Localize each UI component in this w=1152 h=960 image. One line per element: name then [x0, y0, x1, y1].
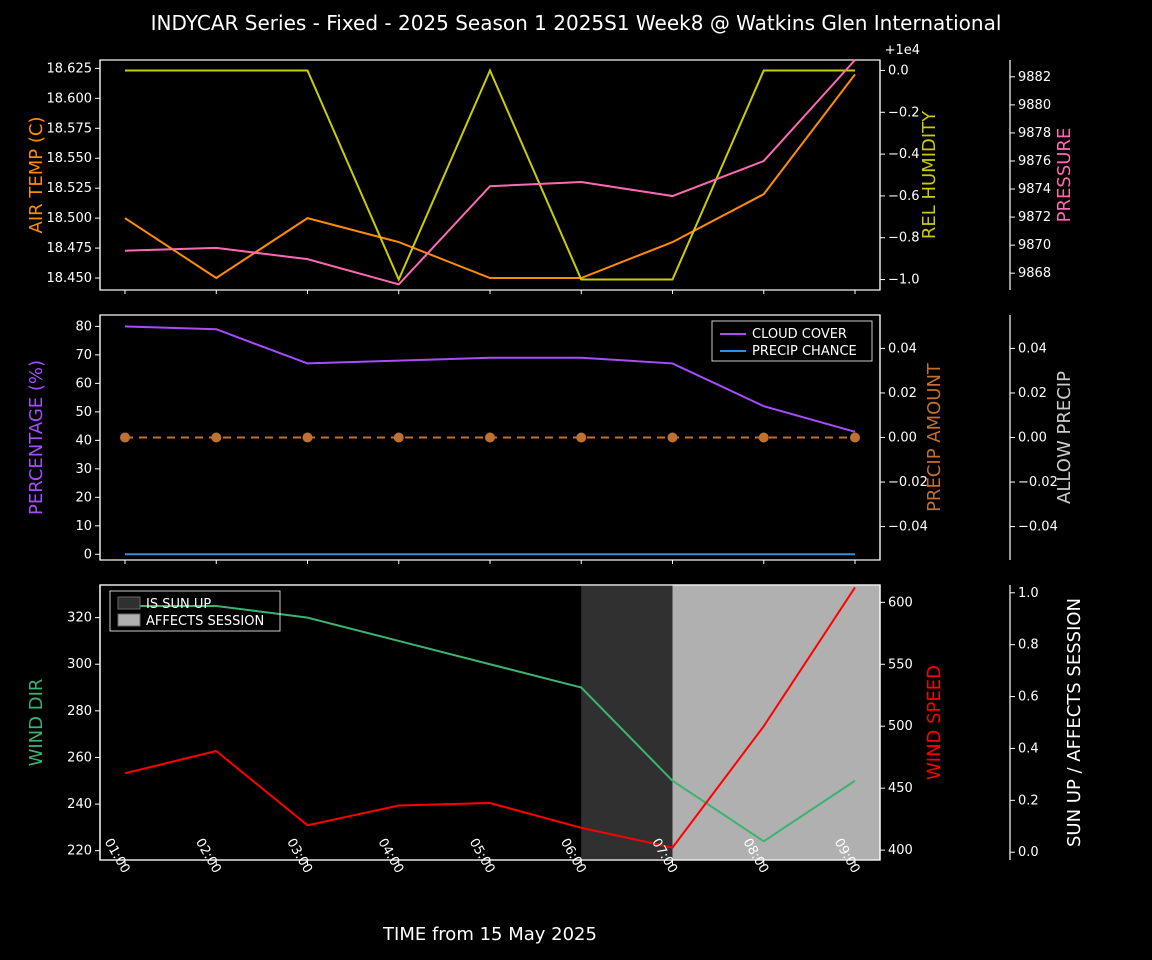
ytick-label: 18.500	[47, 211, 93, 226]
ytick-label: 18.625	[47, 61, 93, 76]
legend-label: IS SUN UP	[146, 597, 211, 612]
y-axis-label: SUN UP / AFFECTS SESSION	[1064, 598, 1085, 847]
ytick-label: 9874	[1018, 182, 1051, 197]
ytick-label: 9878	[1018, 126, 1051, 141]
ytick-label: 18.600	[47, 91, 93, 106]
ytick-label: 20	[75, 490, 92, 505]
y-axis-label: AIR TEMP (C)	[26, 117, 47, 234]
ytick-label: 0.04	[1018, 341, 1047, 356]
y-axis-label: WIND DIR	[26, 679, 47, 767]
ytick-label: 70	[75, 348, 92, 363]
ytick-label: 80	[75, 319, 92, 334]
ytick-label: 0	[84, 547, 92, 562]
ytick-label: 0.00	[1018, 431, 1047, 446]
ytick-label: −1.0	[888, 273, 920, 288]
axis-offset: +1e4	[885, 43, 920, 58]
precip-amount-marker	[303, 433, 313, 443]
ytick-label: 1.0	[1018, 586, 1039, 601]
ytick-label: 0.4	[1018, 741, 1039, 756]
precip-amount-marker	[394, 433, 404, 443]
panel-bg	[100, 60, 880, 290]
legend-label: AFFECTS SESSION	[146, 614, 264, 629]
ytick-label: 60	[75, 376, 92, 391]
ytick-label: 0.02	[1018, 386, 1047, 401]
y-axis-label: ALLOW PRECIP	[1054, 371, 1075, 504]
ytick-label: 0.6	[1018, 690, 1039, 705]
ytick-label: 9868	[1018, 266, 1051, 281]
ytick-label: 18.525	[47, 181, 93, 196]
ytick-label: −0.02	[888, 475, 928, 490]
ytick-label: 400	[888, 843, 913, 858]
ytick-label: 0.04	[888, 341, 917, 356]
ytick-label: 0.2	[1018, 793, 1039, 808]
legend-swatch	[118, 614, 140, 626]
ytick-label: 500	[888, 719, 913, 734]
ytick-label: 18.550	[47, 151, 93, 166]
ytick-label: 600	[888, 595, 913, 610]
y-axis-label: PRECIP AMOUNT	[924, 362, 945, 512]
ytick-label: 240	[67, 797, 92, 812]
ytick-label: 0.00	[888, 431, 917, 446]
ytick-label: 18.450	[47, 271, 93, 286]
ytick-label: 18.475	[47, 241, 93, 256]
ytick-label: 9882	[1018, 70, 1051, 85]
ytick-label: 280	[67, 704, 92, 719]
legend-label: CLOUD COVER	[752, 327, 847, 342]
ytick-label: 220	[67, 844, 92, 859]
ytick-label: 40	[75, 433, 92, 448]
ytick-label: −0.6	[888, 189, 920, 204]
ytick-label: 9876	[1018, 154, 1051, 169]
precip-amount-marker	[850, 433, 860, 443]
ytick-label: 260	[67, 750, 92, 765]
y-axis-label: WIND SPEED	[924, 665, 945, 780]
ytick-label: −0.02	[1018, 475, 1058, 490]
precip-amount-marker	[211, 433, 221, 443]
ytick-label: 9870	[1018, 238, 1051, 253]
precip-amount-marker	[759, 433, 769, 443]
chart-title: INDYCAR Series - Fixed - 2025 Season 1 2…	[151, 11, 1002, 35]
ytick-label: −0.4	[888, 147, 920, 162]
ytick-label: 18.575	[47, 121, 93, 136]
ytick-label: 320	[67, 611, 92, 626]
ytick-label: −0.04	[1018, 520, 1058, 535]
ytick-label: 10	[75, 519, 92, 534]
y-axis-label: PERCENTAGE (%)	[26, 360, 47, 515]
y-axis-label: PRESSURE	[1054, 128, 1075, 223]
y-axis-label: REL HUMIDITY	[919, 110, 940, 239]
ytick-label: 0.8	[1018, 638, 1039, 653]
ytick-label: 9880	[1018, 98, 1051, 113]
ytick-label: 300	[67, 657, 92, 672]
ytick-label: 0.02	[888, 386, 917, 401]
ytick-label: 30	[75, 462, 92, 477]
precip-amount-marker	[120, 433, 130, 443]
precip-amount-marker	[668, 433, 678, 443]
ytick-label: 9872	[1018, 210, 1051, 225]
x-axis-label: TIME from 15 May 2025	[382, 924, 597, 945]
ytick-label: 50	[75, 405, 92, 420]
ytick-label: 0.0	[888, 63, 909, 78]
precip-amount-marker	[576, 433, 586, 443]
ytick-label: −0.2	[888, 105, 920, 120]
ytick-label: 0.0	[1018, 845, 1039, 860]
ytick-label: −0.8	[888, 231, 920, 246]
legend-label: PRECIP CHANCE	[752, 344, 857, 359]
ytick-label: 450	[888, 781, 913, 796]
ytick-label: 550	[888, 657, 913, 672]
affects-session-region	[673, 585, 881, 860]
precip-amount-marker	[485, 433, 495, 443]
ytick-label: −0.04	[888, 520, 928, 535]
legend-swatch	[118, 597, 140, 609]
